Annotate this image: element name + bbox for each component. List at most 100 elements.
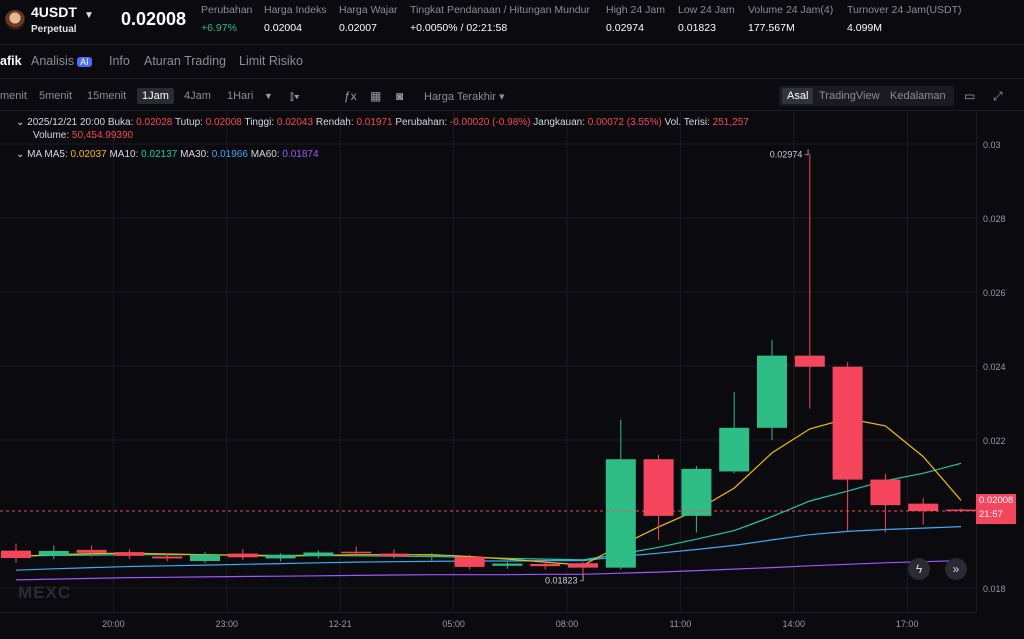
fullscreen-icon[interactable]: ⤢ — [993, 89, 1003, 103]
view-tradingview[interactable]: TradingView — [819, 90, 880, 102]
legend-high: 0.02043 — [276, 117, 314, 128]
candlestick-chart[interactable]: 0.02974 ┘ 0.01823 ┘ — [0, 112, 976, 612]
candle-body — [832, 366, 863, 480]
candle-type-icon[interactable]: ⫾▾ — [290, 89, 300, 103]
timeframe-5menit[interactable]: 5menit — [39, 90, 73, 102]
legend-ma30: 0.01966 — [211, 149, 248, 160]
stat-fair-price: Harga Wajar 0.02007 — [339, 4, 398, 34]
symbol-dropdown-icon[interactable]: ▼ — [84, 10, 94, 21]
time-axis[interactable]: 20:00 23:00 12-21 05:00 08:00 11:00 14:00 17:00 — [0, 612, 976, 636]
stat-value: 0.02007 — [339, 22, 377, 34]
current-price-tag: 0.02008 21:57 — [976, 494, 1016, 524]
tab-aturan-trading[interactable]: Aturan Trading — [144, 54, 226, 68]
view-asal[interactable]: Asal — [782, 88, 814, 104]
symbol-name[interactable]: 4USDT — [31, 4, 77, 20]
stat-value: 0.02004 — [264, 22, 302, 34]
time-tick-label: 08:00 — [556, 619, 579, 629]
stat-label: Turnover 24 Jam(USDT) — [847, 4, 962, 16]
price-tick-label: 0.018 — [983, 584, 1006, 594]
lightning-icon[interactable]: ϟ — [908, 558, 930, 580]
candle-body — [719, 427, 750, 472]
candle-body — [76, 549, 107, 553]
stat-low-24h: Low 24 Jam 0.01823 — [678, 4, 735, 34]
timeframe-4jam[interactable]: 4Jam — [184, 90, 211, 102]
price-tick-label: 0.026 — [983, 288, 1006, 298]
stat-index-price: Harga Indeks 0.02004 — [264, 4, 326, 34]
stat-label: Volume 24 Jam(4) — [748, 4, 834, 16]
contract-type: Perpetual — [31, 24, 77, 35]
candle-body — [265, 555, 296, 559]
timeframe-1jam[interactable]: 1Jam — [137, 88, 174, 104]
legend-ma5-label: MA5: — [44, 149, 68, 160]
legend-high-label: Tinggi: — [244, 117, 275, 128]
stat-funding-rate: Tingkat Pendanaan / Hitungan Mundur +0.0… — [410, 4, 590, 34]
chart-canvas[interactable]: 0.02974 ┘ 0.01823 ┘ — [0, 112, 976, 612]
candle — [341, 546, 372, 555]
timeframe-15menit[interactable]: 15menit — [87, 90, 127, 102]
camera-icon[interactable]: ◙ — [396, 89, 404, 103]
candle — [492, 562, 523, 569]
ma30-line — [15, 526, 962, 571]
price-tick-label: 0.03 — [983, 140, 1001, 150]
tab-limit-risiko[interactable]: Limit Risiko — [239, 54, 303, 68]
legend-range: 0.00072 (3.55%) — [587, 117, 662, 128]
candle — [643, 454, 674, 540]
price-type-select[interactable]: Harga Terakhir ▾ — [424, 91, 505, 103]
price-type-label: Harga Terakhir — [424, 91, 496, 103]
candle — [757, 340, 787, 440]
candle — [946, 508, 976, 513]
candle — [303, 550, 334, 559]
legend-low: 0.01971 — [356, 117, 393, 128]
stat-label: Harga Indeks — [264, 4, 327, 16]
collapse-icon[interactable]: ⌄ — [16, 149, 28, 160]
candle-body — [681, 468, 712, 516]
legend-ma60-label: MA60: — [250, 149, 280, 160]
price-tick-label: 0.022 — [983, 436, 1006, 446]
time-tick-label: 14:00 — [783, 619, 806, 629]
legend-ma10-label: MA10: — [109, 149, 139, 160]
view-kedalaman[interactable]: Kedalaman — [890, 90, 946, 102]
last-price: 0.02008 — [121, 9, 187, 29]
candle — [454, 554, 485, 570]
legend-date: 2025/12/21 20:00 — [27, 117, 106, 128]
mexc-watermark: MEXC — [18, 583, 72, 602]
collapse-icon[interactable]: ⌄ — [16, 117, 28, 128]
price-axis[interactable]: 0.03 0.028 0.026 0.024 0.022 0.018 — [976, 112, 1024, 612]
chevron-down-icon[interactable]: ▼ — [264, 91, 273, 101]
price-tick-label: 0.024 — [983, 362, 1006, 372]
candle-countdown: 21:57 — [979, 509, 1003, 520]
timeframe-menit[interactable]: menit — [0, 90, 27, 102]
layout-grid-icon[interactable]: ▦ — [370, 89, 382, 103]
candle-body — [492, 563, 523, 566]
legend-volume: 50,454.99390 — [71, 130, 134, 141]
stat-value: 4.099M — [847, 22, 883, 34]
ticker-header: 4USDT Perpetual ▼ 0.02008 Perubahan +6.9… — [0, 0, 1024, 45]
candle-body — [379, 553, 409, 557]
tab-analisis[interactable]: Analisis AI — [31, 54, 92, 68]
candle — [794, 153, 825, 409]
stat-label: Perubahan — [201, 4, 253, 16]
stat-label: Harga Wajar — [339, 4, 398, 16]
tab-info[interactable]: Info — [109, 54, 130, 68]
time-tick-label: 11:00 — [669, 619, 691, 629]
chart-toolbar: menit 5menit 15menit 1Jam 4Jam 1Hari ▼ ⫾… — [0, 82, 1024, 111]
price-tick-label: 0.028 — [983, 214, 1006, 224]
candle — [1, 543, 31, 563]
candle-body — [303, 552, 334, 557]
legend-vol: 251,257 — [712, 117, 749, 128]
legend-ma-label: MA — [27, 149, 42, 160]
window-icon[interactable]: ▭ — [964, 89, 976, 103]
candle — [568, 562, 598, 580]
legend-low-label: Rendah: — [315, 117, 354, 128]
candle — [416, 553, 447, 561]
ma60-line — [15, 560, 962, 581]
high-marker-label: 0.02974 ┘ — [770, 149, 811, 160]
legend-open-label: Buka: — [107, 117, 134, 128]
scroll-right-icon[interactable]: » — [945, 558, 967, 580]
timeframe-1hari[interactable]: 1Hari — [227, 90, 254, 102]
price-axis-canvas: 0.03 0.028 0.026 0.024 0.022 0.018 — [983, 140, 1006, 594]
tab-grafik[interactable]: afik — [0, 54, 22, 68]
stat-value: 0.01823 — [678, 22, 716, 34]
indicator-icon[interactable]: ƒx — [344, 89, 357, 103]
candle — [227, 549, 258, 560]
